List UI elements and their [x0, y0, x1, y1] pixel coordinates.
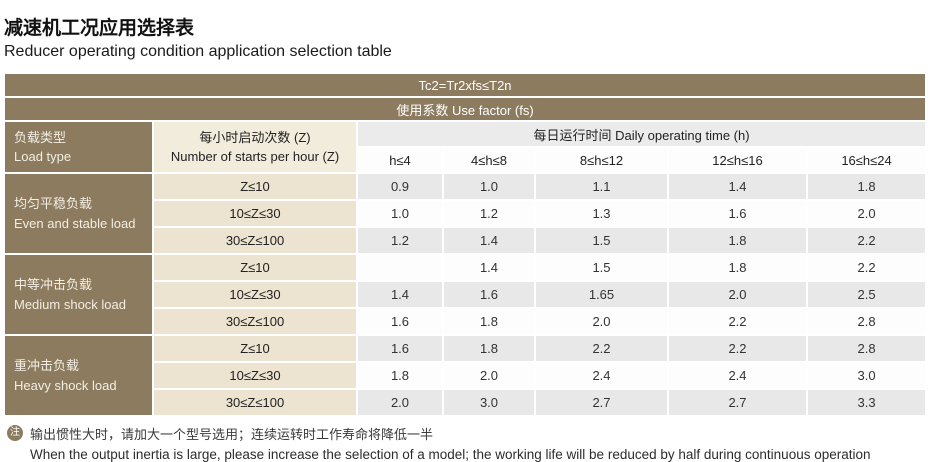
factor-cell: 2.0 [669, 282, 806, 307]
footnote: 注 输出惯性大时，请加大一个型号选用；连续运转时工作寿命将降低一半 When t… [7, 424, 927, 462]
factor-cell: 1.4 [444, 228, 534, 253]
factor-cell: 1.8 [444, 336, 534, 361]
factor-cell: 1.0 [358, 201, 442, 226]
factor-cell: 1.4 [444, 255, 534, 280]
factor-cell: 2.8 [808, 309, 926, 334]
footnote-text: 输出惯性大时，请加大一个型号选用；连续运转时工作寿命将降低一半 When the… [30, 424, 871, 462]
starts-header-en: Number of starts per hour (Z) [170, 149, 340, 164]
factor-cell: 1.8 [669, 228, 806, 253]
header-row-2: h≤4 4≤h≤8 8≤h≤12 12≤h≤16 16≤h≤24 [5, 148, 926, 172]
factor-cell: 1.6 [669, 201, 806, 226]
factor-cell: 0.9 [358, 174, 442, 199]
factor-cell [358, 255, 442, 280]
group-label-zh: 重冲击负载 [14, 358, 80, 373]
group-label-zh: 均匀平稳负载 [14, 196, 93, 211]
footnote-en: When the output inertia is large, please… [30, 447, 871, 462]
factor-cell: 2.2 [536, 336, 667, 361]
factor-cell: 2.7 [536, 390, 667, 415]
factor-cell: 1.5 [536, 255, 667, 280]
factor-cell: 2.4 [669, 363, 806, 388]
starts-range-cell: 10≤Z≤30 [154, 201, 356, 226]
daily-operating-time-header: 每日运行时间 Daily operating time (h) [358, 122, 926, 146]
factor-cell: 2.5 [808, 282, 926, 307]
starts-per-hour-header: 每小时启动次数 (Z) Number of starts per hour (Z… [154, 122, 356, 172]
header-row-1: 负载类型 Load type 每小时启动次数 (Z) Number of sta… [5, 122, 926, 172]
factor-cell: 1.4 [669, 174, 806, 199]
factor-cell: 2.8 [808, 336, 926, 361]
table-row: 中等冲击负载 Medium shock load Z≤10 1.4 1.5 1.… [5, 255, 926, 334]
factor-cell: 1.8 [669, 255, 806, 280]
starts-header-zh: 每小时启动次数 (Z) [199, 129, 311, 145]
table-row: 10≤Z≤30 1.4 1.6 1.65 2.0 2.5 [5, 282, 926, 307]
page-title-zh: 减速机工况应用选择表 [4, 18, 195, 39]
starts-range-cell: Z≤10 [154, 255, 356, 280]
selection-table: Tc2=Tr2xfs≤T2n 使用系数 Use factor (fs) 负载类型… [3, 72, 927, 417]
starts-range-cell: 30≤Z≤100 [154, 309, 356, 334]
use-factor-bar-row: 使用系数 Use factor (fs) [5, 98, 926, 120]
table-row: 均匀平稳负载 Even and stable load Z≤10 0.9 1.0… [5, 174, 926, 253]
factor-cell: 1.0 [444, 174, 534, 199]
factor-cell: 1.2 [358, 228, 442, 253]
factor-cell: 1.3 [536, 201, 667, 226]
factor-cell: 2.7 [669, 390, 806, 415]
time-col-header: 8≤h≤12 [536, 148, 667, 172]
factor-cell: 2.2 [808, 228, 926, 253]
table-row: 10≤Z≤30 1.0 1.2 1.3 1.6 2.0 [5, 201, 926, 226]
load-group-heavy-shock: 重冲击负载 Heavy shock load [5, 336, 152, 415]
factor-cell: 1.8 [444, 309, 534, 334]
starts-range-cell: 10≤Z≤30 [154, 282, 356, 307]
factor-cell: 2.4 [536, 363, 667, 388]
footnote-zh: 输出惯性大时，请加大一个型号选用；连续运转时工作寿命将降低一半 [30, 427, 434, 442]
load-type-header-zh: 负载类型 [14, 129, 67, 145]
factor-cell: 1.6 [358, 309, 442, 334]
time-col-header: 4≤h≤8 [444, 148, 534, 172]
group-label-en: Even and stable load [14, 215, 136, 231]
factor-cell: 2.0 [444, 363, 534, 388]
load-group-even-stable: 均匀平稳负载 Even and stable load [5, 174, 152, 253]
starts-range-cell: Z≤10 [154, 174, 356, 199]
page-title-en: Reducer operating condition application … [4, 43, 392, 60]
factor-cell: 1.6 [444, 282, 534, 307]
group-label-en: Heavy shock load [14, 377, 117, 393]
table-row: 30≤Z≤100 1.6 1.8 2.0 2.2 2.8 [5, 309, 926, 334]
group-label-en: Medium shock load [14, 296, 126, 312]
factor-cell: 1.2 [444, 201, 534, 226]
load-type-header-en: Load type [14, 149, 72, 164]
formula-bar-row: Tc2=Tr2xfs≤T2n [5, 74, 926, 96]
starts-range-cell: 10≤Z≤30 [154, 363, 356, 388]
factor-cell: 3.0 [444, 390, 534, 415]
use-factor-bar: 使用系数 Use factor (fs) [5, 98, 926, 120]
time-col-header: 16≤h≤24 [808, 148, 926, 172]
factor-cell: 1.4 [358, 282, 442, 307]
factor-cell: 2.0 [358, 390, 442, 415]
group-label-zh: 中等冲击负载 [14, 277, 93, 292]
factor-cell: 1.8 [358, 363, 442, 388]
starts-range-cell: 30≤Z≤100 [154, 228, 356, 253]
factor-cell: 1.6 [358, 336, 442, 361]
factor-cell: 2.2 [669, 336, 806, 361]
table-row: 30≤Z≤100 2.0 3.0 2.7 2.7 3.3 [5, 390, 926, 415]
factor-cell: 3.0 [808, 363, 926, 388]
factor-cell: 1.1 [536, 174, 667, 199]
factor-cell: 1.8 [808, 174, 926, 199]
factor-cell: 3.3 [808, 390, 926, 415]
factor-cell: 2.0 [536, 309, 667, 334]
time-col-header: h≤4 [358, 148, 442, 172]
starts-range-cell: Z≤10 [154, 336, 356, 361]
table-row: 10≤Z≤30 1.8 2.0 2.4 2.4 3.0 [5, 363, 926, 388]
starts-range-cell: 30≤Z≤100 [154, 390, 356, 415]
formula-bar: Tc2=Tr2xfs≤T2n [5, 74, 926, 96]
load-group-medium-shock: 中等冲击负载 Medium shock load [5, 255, 152, 334]
table-row: 30≤Z≤100 1.2 1.4 1.5 1.8 2.2 [5, 228, 926, 253]
factor-cell: 1.65 [536, 282, 667, 307]
table-row: 重冲击负载 Heavy shock load Z≤10 1.6 1.8 2.2 … [5, 336, 926, 415]
time-col-header: 12≤h≤16 [669, 148, 806, 172]
load-type-header: 负载类型 Load type [5, 122, 152, 172]
factor-cell: 2.2 [808, 255, 926, 280]
factor-cell: 2.0 [808, 201, 926, 226]
factor-cell: 2.2 [669, 309, 806, 334]
factor-cell: 1.5 [536, 228, 667, 253]
note-badge-icon: 注 [7, 425, 23, 441]
